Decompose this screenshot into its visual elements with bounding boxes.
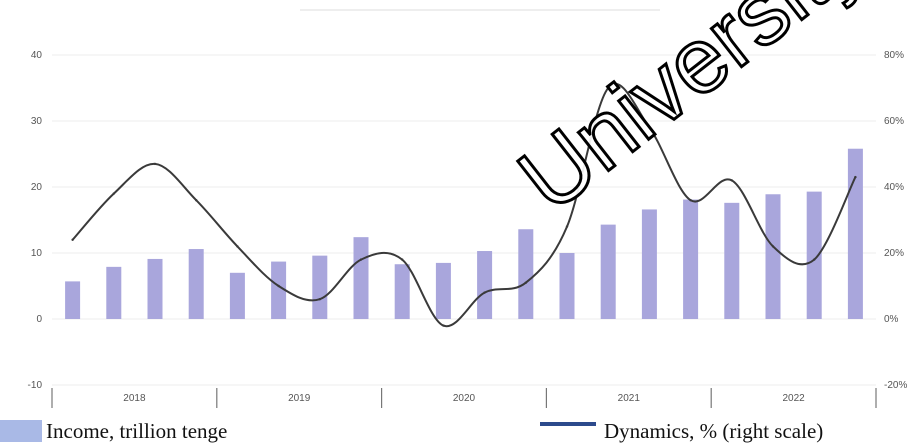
income-bar [188, 249, 204, 319]
income-bar [806, 191, 822, 319]
income-dynamics-chart: -10 0 10 20 30 40 -20% 0% 20% 40% 60% 80% 2018 2019… [28, 9, 907, 408]
income-bar [65, 281, 81, 319]
right-axis-ticks: -20% 0% 20% 40% 60% 80% [884, 50, 907, 391]
income-bar [641, 209, 657, 319]
left-tick-label: 0 [36, 314, 42, 325]
income-bars [65, 148, 863, 319]
income-bar [106, 266, 122, 319]
dynamics-line [71, 82, 857, 328]
right-tick-label: 40% [884, 182, 904, 193]
income-bar [271, 261, 287, 319]
left-tick-label: -10 [28, 380, 43, 391]
dynamics-point [401, 258, 404, 261]
right-tick-label: 60% [884, 116, 904, 127]
dynamics-point [854, 175, 857, 179]
dynamics-point [607, 86, 610, 90]
income-bar [847, 148, 863, 319]
dynamics-point [730, 179, 733, 182]
right-tick-label: 20% [884, 248, 904, 259]
income-bar [683, 199, 699, 319]
dynamics-point [195, 199, 198, 202]
income-bar [394, 264, 410, 319]
left-tick-label: 20 [31, 182, 43, 193]
income-bar [312, 255, 328, 319]
dynamics-line-sample [540, 422, 596, 426]
income-swatch [0, 420, 42, 442]
right-tick-label: -20% [884, 380, 907, 391]
dynamics-point [483, 291, 486, 294]
dynamics-point [112, 192, 116, 195]
dynamics-point [771, 245, 775, 248]
dynamics-point [236, 245, 239, 248]
dynamics-point [565, 225, 569, 228]
left-axis-ticks: -10 0 10 20 30 40 [28, 50, 43, 391]
dynamics-point [648, 126, 651, 129]
income-bar [724, 202, 740, 319]
x-axis: 2018 2019 2020 2021 2022 [51, 388, 877, 408]
income-bar [229, 272, 245, 319]
income-bar [147, 258, 163, 319]
income-bar [477, 251, 493, 319]
dynamics-point [442, 324, 445, 327]
right-tick-label: 80% [884, 50, 904, 61]
year-label: 2022 [782, 393, 805, 404]
year-label: 2018 [123, 393, 146, 404]
dynamics-point [153, 162, 157, 166]
dynamics-point [524, 281, 527, 284]
year-label: 2019 [288, 393, 311, 404]
income-bar [600, 224, 616, 319]
gridlines [52, 54, 876, 386]
year-label: 2021 [618, 393, 641, 404]
income-bar [353, 237, 369, 319]
left-tick-label: 30 [31, 116, 43, 127]
left-tick-label: 40 [31, 50, 43, 61]
year-label: 2020 [453, 393, 476, 404]
dynamics-point [277, 284, 280, 288]
legend-dynamics: Dynamics, % (right scale) [540, 418, 823, 444]
dynamics-point [813, 258, 816, 261]
income-bar [518, 229, 534, 319]
legend-income: Income, trillion tenge [0, 418, 227, 444]
right-tick-label: 0% [884, 314, 899, 325]
legend-income-label: Income, trillion tenge [46, 418, 228, 443]
dynamics-point [318, 298, 321, 301]
income-bar [435, 262, 451, 319]
dynamics-point [689, 199, 692, 202]
dynamics-point [71, 238, 74, 241]
legend-dynamics-label: Dynamics, % (right scale) [604, 418, 824, 443]
income-bar [559, 253, 575, 319]
income-bar [765, 194, 781, 319]
left-tick-label: 10 [31, 248, 43, 259]
dynamics-point [359, 258, 363, 261]
